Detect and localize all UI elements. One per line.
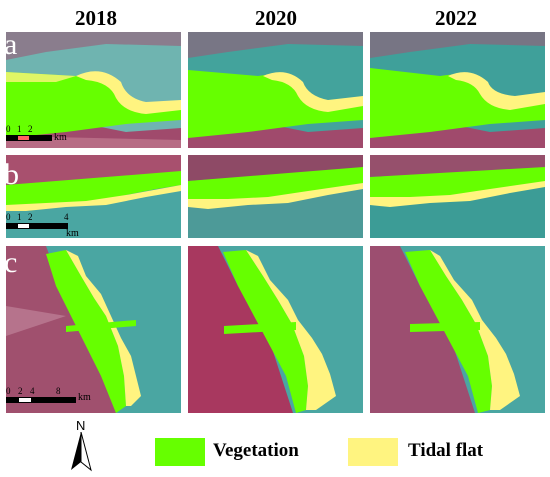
legend-label-vegetation: Vegetation: [213, 440, 299, 461]
scale-tick: 4: [30, 386, 35, 396]
scale-tick: 1: [17, 212, 22, 222]
map-panel-a-2018: [6, 32, 181, 148]
map-panel-c-2022: [370, 246, 545, 413]
north-label: N: [76, 418, 86, 433]
legend-swatch-vegetation: [155, 438, 205, 466]
map-panel-a-2020: [188, 32, 363, 148]
north-arrow-icon: [71, 432, 92, 472]
row-label-c: c: [4, 246, 18, 279]
map-panel-b-2020: [188, 155, 363, 238]
year-header-2018: 2018: [75, 6, 117, 30]
scale-bar-c: 0 2 4 8 km: [6, 386, 106, 403]
row-label-b: b: [4, 158, 19, 191]
scale-tick: 0: [6, 386, 11, 396]
scale-tick: 0: [6, 212, 11, 222]
year-header-2022: 2022: [435, 6, 477, 30]
row-label-a: a: [4, 28, 18, 61]
scale-bar-a: 0 1 2 km: [6, 124, 76, 143]
scale-tick: 2: [18, 386, 23, 396]
scale-unit: km: [66, 228, 79, 239]
scale-tick: 4: [64, 212, 69, 222]
scale-unit: km: [54, 132, 67, 143]
year-header-2020: 2020: [255, 6, 297, 30]
scale-tick: 2: [28, 212, 33, 222]
scale-unit: km: [78, 392, 91, 403]
north-arrow: N: [68, 418, 98, 472]
scale-tick: 1: [17, 124, 22, 134]
scale-tick: 0: [6, 124, 11, 134]
map-panel-b-2022: [370, 155, 545, 238]
legend-swatch-tidal-flat: [348, 438, 398, 466]
map-panel-a-2022: [370, 32, 545, 148]
map-panel-c-2020: [188, 246, 363, 413]
scale-bar-b: 0 1 2 4 km: [6, 212, 86, 239]
legend-label-tidal-flat: Tidal flat: [408, 440, 484, 461]
scale-tick: 8: [56, 386, 61, 396]
scale-tick: 2: [28, 124, 33, 134]
map-panel-c-2018: [6, 246, 181, 413]
